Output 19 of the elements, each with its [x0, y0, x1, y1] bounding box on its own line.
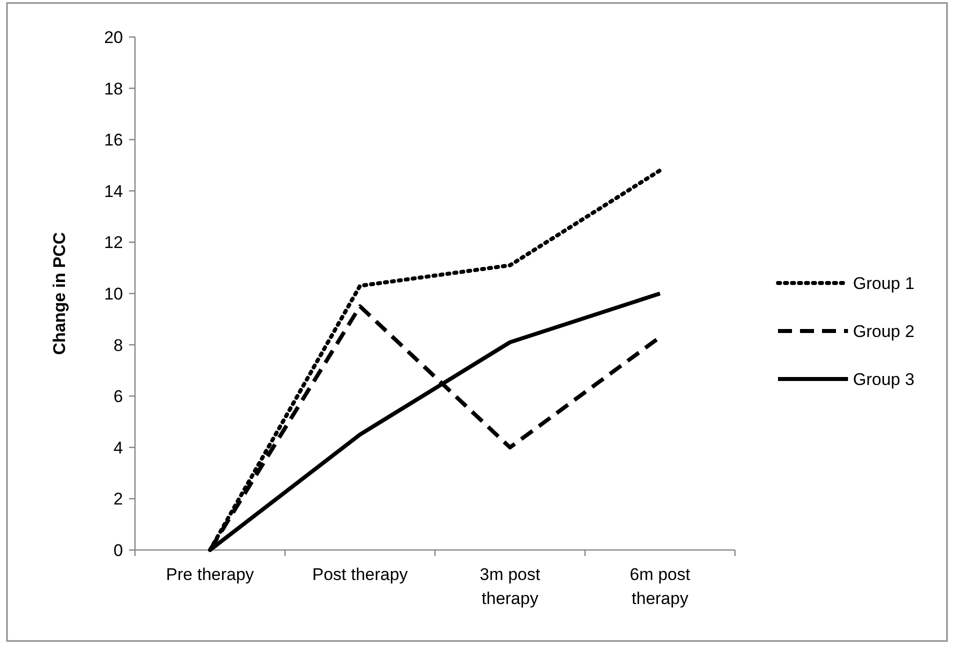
- y-tick-label: 6: [114, 387, 123, 406]
- legend-label: Group 2: [853, 322, 914, 341]
- y-tick-label: 16: [104, 130, 123, 150]
- x-tick-label: Pre therapy: [166, 565, 254, 584]
- y-axis-title: Change in PCC: [50, 232, 69, 355]
- legend-label: Group 1: [853, 274, 914, 293]
- y-tick-label: 10: [104, 284, 123, 304]
- x-tick-label: Post therapy: [312, 565, 408, 584]
- y-tick-label: 18: [104, 79, 123, 98]
- y-tick-label: 4: [114, 438, 123, 458]
- x-tick-label: 3m post therapy: [480, 565, 541, 608]
- y-tick-label: 20: [104, 28, 123, 47]
- y-tick-label: 8: [114, 336, 123, 355]
- legend-label: Group 3: [853, 370, 914, 389]
- y-tick-label: 2: [114, 490, 123, 509]
- x-tick-label: 6m post therapy: [630, 565, 691, 608]
- y-tick-label: 0: [114, 540, 123, 560]
- y-tick-label: 12: [104, 233, 123, 252]
- y-tick-label: 14: [104, 182, 123, 201]
